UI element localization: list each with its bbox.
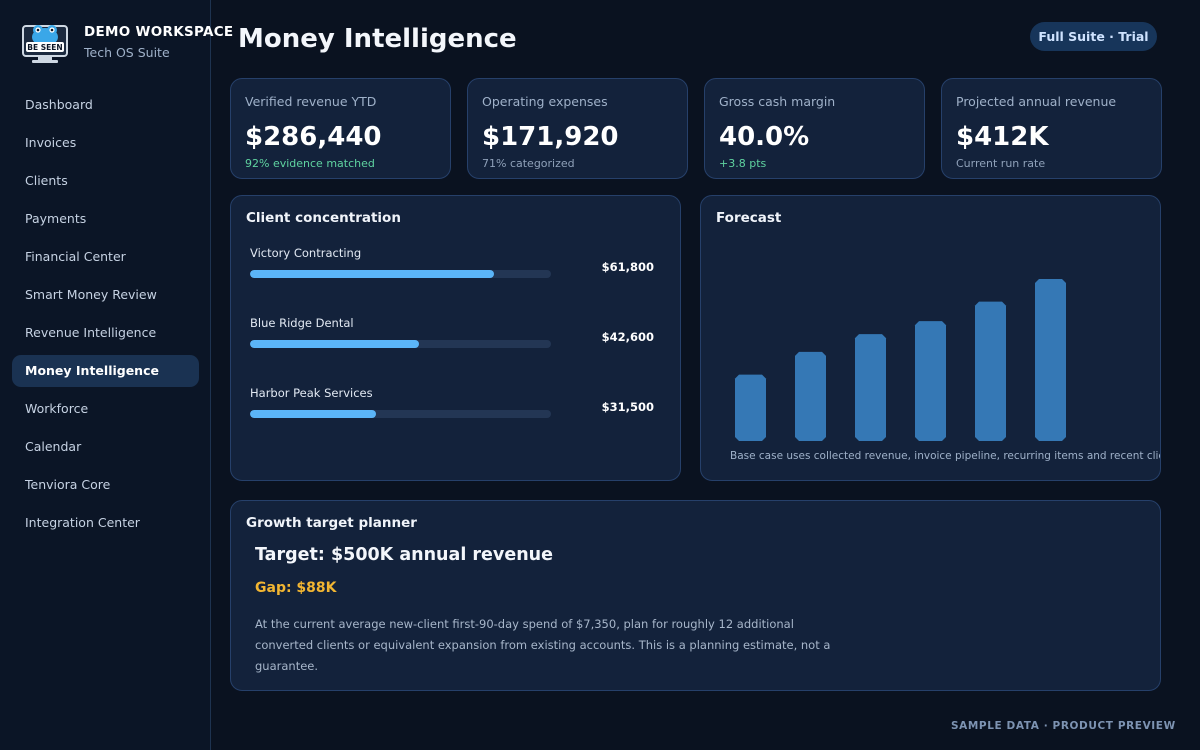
client-share-bar <box>250 340 551 348</box>
kpi-label: Gross cash margin <box>719 94 836 109</box>
sidebar-item-tenviora-core[interactable]: Tenviora Core <box>25 477 111 492</box>
sidebar-item-financial-center[interactable]: Financial Center <box>25 249 126 264</box>
kpi-value: $412K <box>956 122 1049 152</box>
brand[interactable]: BE SEEN DEMO WORKSPACE Tech OS Suite <box>20 20 233 68</box>
client-amount: $31,500 <box>601 400 654 414</box>
growth-target-planner: Growth target planner Target: $500K annu… <box>230 500 1161 691</box>
kpi-card-operating-expenses: Operating expenses $171,920 71% categori… <box>467 78 688 179</box>
client-row-blue-ridge-dental[interactable]: Blue Ridge Dental $42,600 <box>250 316 660 356</box>
client-name: Victory Contracting <box>250 246 362 260</box>
client-row-harbor-peak-services[interactable]: Harbor Peak Services $31,500 <box>250 386 660 426</box>
kpi-note: Current run rate <box>956 157 1046 170</box>
client-share-bar <box>250 270 551 278</box>
kpi-note: +3.8 pts <box>719 157 767 170</box>
sidebar-item-money-intelligence[interactable]: Money Intelligence <box>12 355 199 387</box>
growth-target: Target: $500K annual revenue <box>255 545 553 565</box>
panel-title: Client concentration <box>246 210 401 226</box>
client-row-victory-contracting[interactable]: Victory Contracting $61,800 <box>250 246 660 286</box>
footer-note: SAMPLE DATA · PRODUCT PREVIEW <box>951 720 1176 732</box>
growth-plan-description: At the current average new-client first-… <box>255 617 831 673</box>
kpi-value: $286,440 <box>245 122 382 152</box>
forecast-bar-6 <box>1035 279 1066 441</box>
workspace-name: DEMO WORKSPACE <box>84 24 234 40</box>
svg-text:BE SEEN: BE SEEN <box>27 43 62 52</box>
growth-gap: Gap: $88K <box>255 580 337 596</box>
sidebar: BE SEEN DEMO WORKSPACE Tech OS Suite Das… <box>0 0 233 750</box>
forecast-bar-2 <box>795 351 826 441</box>
forecast-bar-5 <box>975 301 1006 441</box>
sidebar-item-revenue-intelligence[interactable]: Revenue Intelligence <box>25 325 157 340</box>
kpi-note: 92% evidence matched <box>245 157 375 170</box>
kpi-value: 40.0% <box>719 122 810 152</box>
client-concentration-panel: Client concentration Victory Contracting… <box>230 195 681 481</box>
kpi-card-verified-revenue: Verified revenue YTD $286,440 92% eviden… <box>230 78 451 179</box>
sidebar-item-invoices[interactable]: Invoices <box>25 135 77 150</box>
client-share-bar <box>250 410 551 418</box>
sidebar-item-payments[interactable]: Payments <box>25 211 87 226</box>
forecast-note: Base case uses collected revenue, invoic… <box>730 450 1160 462</box>
kpi-label: Projected annual revenue <box>956 94 1117 109</box>
kpi-card-gross-cash-margin: Gross cash margin 40.0% +3.8 pts <box>704 78 925 179</box>
client-name: Blue Ridge Dental <box>250 316 354 330</box>
client-amount: $61,800 <box>601 260 654 274</box>
frog-monitor-logo-icon: BE SEEN <box>22 25 68 63</box>
client-amount: $42,600 <box>601 330 654 344</box>
page-title: Money Intelligence <box>238 24 517 54</box>
sidebar-item-integration-center[interactable]: Integration Center <box>25 515 140 530</box>
workspace-subtitle: Tech OS Suite <box>84 45 170 60</box>
sidebar-item-smart-money-review[interactable]: Smart Money Review <box>25 287 157 302</box>
client-share-fill <box>250 410 377 418</box>
kpi-label: Verified revenue YTD <box>245 94 377 109</box>
panel-title: Growth target planner <box>246 515 417 531</box>
kpi-card-projected-annual-revenue: Projected annual revenue $412K Current r… <box>941 78 1162 179</box>
sidebar-item-dashboard[interactable]: Dashboard <box>25 97 93 112</box>
client-share-fill <box>250 340 419 348</box>
kpi-label: Operating expenses <box>482 94 608 109</box>
client-name: Harbor Peak Services <box>250 386 373 400</box>
sidebar-nav: Dashboard Invoices Clients Payments Fina… <box>12 89 199 545</box>
forecast-bar-4 <box>915 321 946 441</box>
client-share-fill <box>250 270 494 278</box>
sidebar-item-workforce[interactable]: Workforce <box>25 401 89 416</box>
forecast-bar-1 <box>735 374 766 441</box>
forecast-chart <box>735 279 1066 441</box>
plan-badge[interactable]: Full Suite · Trial <box>1030 22 1157 51</box>
forecast-bar-3 <box>855 334 886 441</box>
kpi-value: $171,920 <box>482 122 619 152</box>
sidebar-item-calendar[interactable]: Calendar <box>25 439 82 454</box>
sidebar-item-clients[interactable]: Clients <box>25 173 68 188</box>
panel-title: Forecast <box>716 210 782 226</box>
forecast-panel: Forecast Base case uses collected revenu… <box>700 195 1161 481</box>
kpi-note: 71% categorized <box>482 157 575 170</box>
